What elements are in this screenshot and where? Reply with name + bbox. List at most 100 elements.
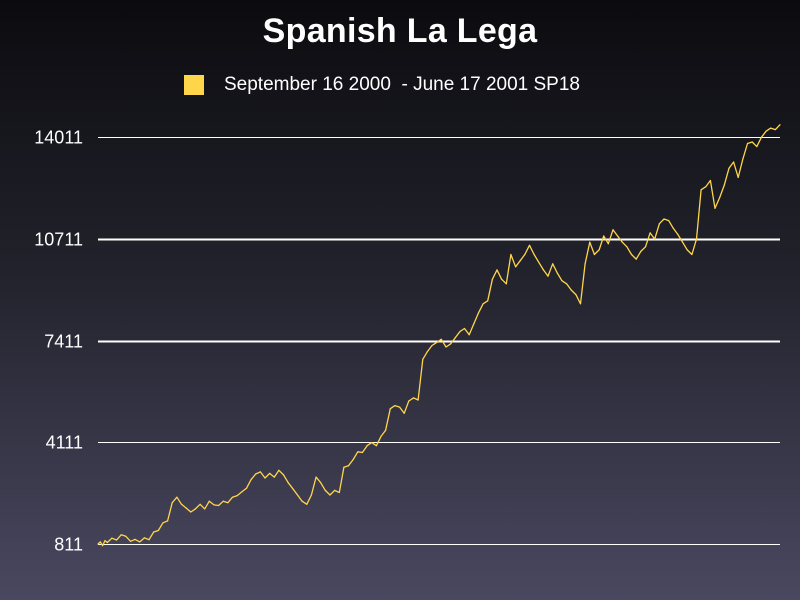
data-point <box>199 503 201 505</box>
data-point <box>394 405 396 407</box>
data-point <box>630 253 633 256</box>
data-point <box>287 482 289 484</box>
grid-lines <box>98 137 780 545</box>
data-point <box>756 146 758 148</box>
data-point <box>185 507 187 509</box>
data-point <box>547 275 549 277</box>
data-point <box>306 503 308 505</box>
data-point <box>273 476 275 478</box>
data-point <box>157 529 159 532</box>
data-point <box>375 445 377 447</box>
data-point <box>663 218 665 220</box>
series-line <box>97 124 781 547</box>
data-point <box>180 503 183 505</box>
data-point <box>779 124 781 126</box>
data-point <box>259 471 261 473</box>
data-point <box>218 504 220 507</box>
data-point <box>473 323 475 325</box>
data-point <box>714 207 716 209</box>
data-point <box>357 451 359 453</box>
data-point <box>640 250 642 252</box>
data-point <box>385 429 387 431</box>
data-point <box>236 495 238 497</box>
data-point <box>422 358 424 360</box>
data-point <box>104 540 106 542</box>
data-point <box>691 253 693 256</box>
data-point <box>134 538 136 541</box>
chart-title: Spanish La Lega <box>262 12 538 50</box>
data-point <box>709 179 712 182</box>
data-point <box>408 400 410 402</box>
data-point <box>343 466 345 468</box>
data-point <box>208 500 210 502</box>
data-point <box>315 476 317 478</box>
data-point <box>171 502 173 504</box>
data-point <box>412 397 415 399</box>
data-point <box>153 531 155 533</box>
data-point <box>334 489 336 491</box>
data-point <box>672 227 674 229</box>
data-point <box>733 161 735 163</box>
data-point <box>361 451 363 454</box>
data-point <box>431 344 433 347</box>
data-point <box>426 351 428 353</box>
data-point <box>417 399 419 401</box>
data-point <box>454 337 456 339</box>
data-point <box>241 491 243 493</box>
y-tick-label: 10711 <box>34 230 83 250</box>
data-point <box>264 477 266 479</box>
data-point <box>654 238 656 240</box>
data-point <box>278 469 280 471</box>
data-point <box>148 539 150 541</box>
data-point <box>501 278 503 280</box>
data-point <box>682 241 684 243</box>
data-point <box>635 258 637 260</box>
data-point <box>222 500 224 502</box>
data-point <box>487 300 489 302</box>
data-point <box>338 491 340 494</box>
data-point <box>556 272 558 274</box>
data-point <box>320 482 322 484</box>
data-point <box>162 522 164 524</box>
data-point <box>621 241 623 243</box>
data-point <box>723 184 725 186</box>
data-point <box>468 334 470 336</box>
data-point <box>765 130 767 132</box>
data-point <box>668 220 670 222</box>
data-point <box>751 141 753 143</box>
data-point <box>719 196 721 199</box>
data-point <box>491 278 493 280</box>
data-point <box>139 541 141 543</box>
data-point <box>617 235 619 237</box>
y-tick-label: 811 <box>54 535 83 555</box>
legend: September 16 2000 - June 17 2001 SP18 <box>184 73 580 97</box>
data-point <box>644 246 647 248</box>
data-point <box>770 127 772 129</box>
data-point <box>463 327 466 330</box>
data-point <box>129 540 132 542</box>
data-point <box>329 494 331 496</box>
data-point <box>102 545 104 547</box>
data-point <box>440 338 442 340</box>
data-point <box>399 406 401 408</box>
data-point <box>245 487 248 489</box>
data-point <box>742 158 744 160</box>
data-point <box>700 189 702 191</box>
y-axis-tick-labels: 811 4111 7411 10711 14011 <box>34 128 83 555</box>
data-point <box>296 494 299 496</box>
data-point <box>194 508 196 510</box>
data-point <box>167 520 169 522</box>
data-point <box>774 129 777 131</box>
data-point <box>190 511 192 513</box>
data-point <box>575 294 577 296</box>
data-point <box>283 474 285 476</box>
y-tick-label: 14011 <box>34 128 83 148</box>
data-point <box>695 238 698 240</box>
data-point <box>589 241 591 243</box>
data-point <box>510 253 512 256</box>
data-point <box>255 473 257 475</box>
data-point <box>213 504 215 506</box>
data-point <box>561 280 563 282</box>
data-point <box>250 479 252 481</box>
